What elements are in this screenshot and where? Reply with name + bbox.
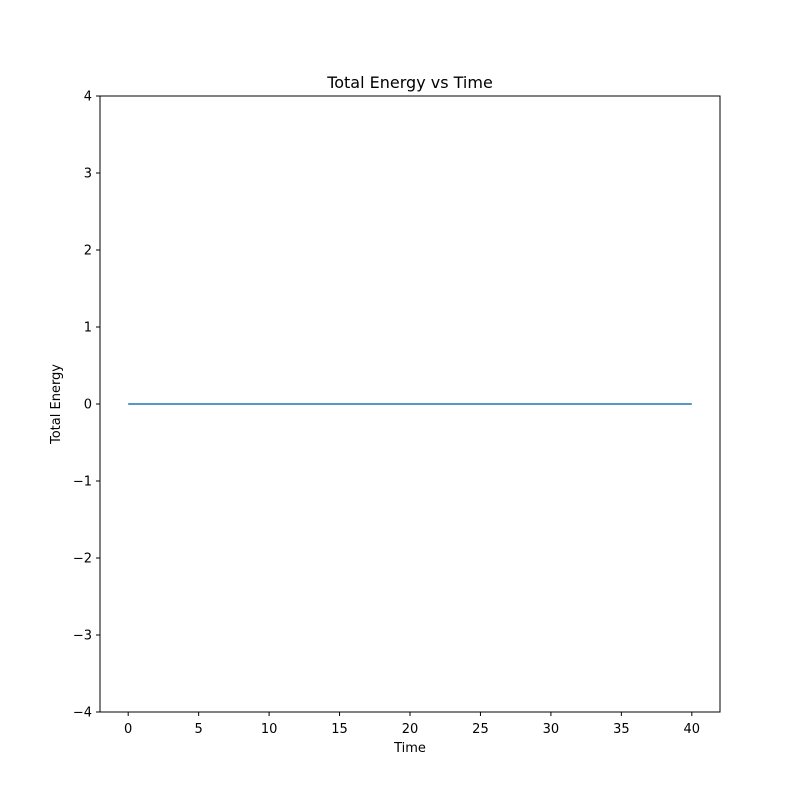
x-tick-label: 10	[261, 722, 278, 737]
x-tick-label: 35	[613, 722, 630, 737]
x-axis-ticks: 0 5 10 15 20 25 30 35 40	[124, 712, 700, 737]
y-tick-label: −1	[73, 475, 92, 490]
x-tick-label: 30	[543, 722, 560, 737]
y-tick-label: −3	[73, 629, 92, 644]
y-tick-label: −4	[73, 706, 92, 721]
x-tick-label: 40	[684, 722, 701, 737]
x-axis-label: Time	[393, 741, 426, 756]
chart-title: Total Energy vs Time	[326, 73, 493, 92]
x-tick-label: 20	[402, 722, 419, 737]
x-tick-label: 0	[124, 722, 132, 737]
y-axis-label: Total Energy	[49, 364, 64, 445]
y-tick-label: 0	[84, 398, 92, 413]
y-tick-label: 1	[84, 321, 92, 336]
y-tick-label: 4	[84, 90, 92, 105]
x-tick-label: 15	[331, 722, 348, 737]
x-tick-label: 5	[194, 722, 202, 737]
y-axis-ticks: −4 −3 −2 −1 0 1 2 3 4	[73, 90, 100, 721]
x-tick-label: 25	[472, 722, 489, 737]
y-tick-label: −2	[73, 552, 92, 567]
plot-frame	[99, 95, 721, 713]
y-tick-label: 3	[84, 167, 92, 182]
y-tick-label: 2	[84, 244, 92, 259]
